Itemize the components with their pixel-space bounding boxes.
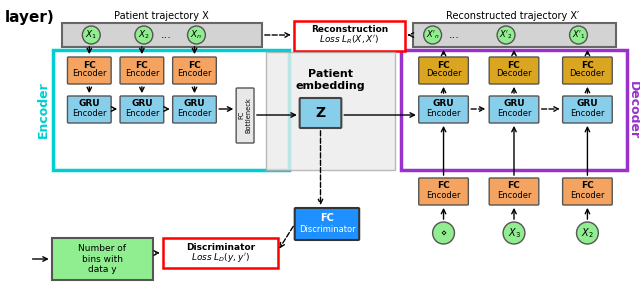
Text: Encoder: Encoder	[177, 70, 212, 79]
Text: $X'_1$: $X'_1$	[572, 29, 586, 41]
FancyBboxPatch shape	[173, 96, 216, 123]
FancyBboxPatch shape	[563, 57, 612, 84]
FancyBboxPatch shape	[419, 57, 468, 84]
Text: $X_1$: $X_1$	[85, 29, 97, 41]
Circle shape	[188, 26, 205, 44]
FancyBboxPatch shape	[120, 57, 164, 84]
Text: Encoder: Encoder	[177, 108, 212, 117]
Text: GRU: GRU	[577, 99, 598, 108]
Text: Loss $L_D(y, y')$: Loss $L_D(y, y')$	[191, 251, 250, 264]
Text: Encoder: Encoder	[497, 191, 531, 200]
Bar	[294, 21, 405, 51]
Text: FC: FC	[508, 182, 520, 191]
FancyBboxPatch shape	[67, 96, 111, 123]
Text: GRU: GRU	[79, 99, 100, 108]
Text: Z: Z	[316, 106, 326, 120]
FancyBboxPatch shape	[67, 57, 111, 84]
Text: Loss $L_R(X, X')$: Loss $L_R(X, X')$	[319, 34, 380, 46]
Text: Patient
embedding: Patient embedding	[296, 69, 365, 91]
Text: Encoder: Encoder	[125, 70, 159, 79]
Text: FC: FC	[508, 61, 520, 70]
Text: $X'_2$: $X'_2$	[499, 29, 513, 41]
Text: Encoder: Encoder	[72, 108, 106, 117]
Text: FC: FC	[136, 61, 148, 70]
FancyBboxPatch shape	[563, 178, 612, 205]
Bar	[52, 238, 153, 280]
Bar	[52, 50, 289, 170]
Text: Patient trajectory X: Patient trajectory X	[115, 11, 209, 21]
Text: $X_3$: $X_3$	[508, 226, 520, 240]
FancyBboxPatch shape	[120, 96, 164, 123]
Circle shape	[503, 222, 525, 244]
FancyBboxPatch shape	[419, 96, 468, 123]
Bar	[401, 50, 627, 170]
Text: FC: FC	[321, 213, 334, 223]
Text: Discriminator: Discriminator	[186, 242, 255, 251]
Text: Encoder: Encoder	[570, 191, 605, 200]
Text: Encoder: Encoder	[497, 108, 531, 117]
Text: Decoder: Decoder	[627, 81, 639, 139]
FancyBboxPatch shape	[236, 88, 254, 143]
Bar	[413, 23, 616, 47]
Text: FC: FC	[581, 182, 594, 191]
FancyBboxPatch shape	[419, 178, 468, 205]
Circle shape	[83, 26, 100, 44]
FancyBboxPatch shape	[173, 57, 216, 84]
FancyBboxPatch shape	[489, 57, 539, 84]
Text: Discriminator: Discriminator	[299, 224, 356, 233]
Text: $X_2$: $X_2$	[138, 29, 150, 41]
FancyBboxPatch shape	[563, 96, 612, 123]
FancyBboxPatch shape	[294, 208, 359, 240]
Text: GRU: GRU	[433, 99, 454, 108]
Text: FC: FC	[437, 61, 450, 70]
Circle shape	[497, 26, 515, 44]
FancyBboxPatch shape	[300, 98, 341, 128]
Circle shape	[424, 26, 442, 44]
Bar	[266, 52, 395, 170]
Text: ...: ...	[449, 30, 460, 40]
Text: $X'_n$: $X'_n$	[426, 29, 440, 41]
Text: Encoder: Encoder	[125, 108, 159, 117]
Text: $X_n$: $X_n$	[190, 29, 202, 41]
Circle shape	[433, 222, 454, 244]
Circle shape	[135, 26, 153, 44]
Text: Encoder: Encoder	[72, 70, 106, 79]
Text: GRU: GRU	[503, 99, 525, 108]
Circle shape	[577, 222, 598, 244]
FancyBboxPatch shape	[489, 178, 539, 205]
Text: $\diamond$: $\diamond$	[440, 228, 447, 238]
Text: GRU: GRU	[131, 99, 153, 108]
Text: Decoder: Decoder	[570, 70, 605, 79]
Text: Decoder: Decoder	[496, 70, 532, 79]
Text: Number of
bins with
data y: Number of bins with data y	[78, 244, 126, 274]
Text: layer): layer)	[5, 10, 54, 25]
Circle shape	[570, 26, 588, 44]
Text: Encoder: Encoder	[426, 108, 461, 117]
Text: Encoder: Encoder	[37, 81, 50, 138]
FancyBboxPatch shape	[489, 96, 539, 123]
Text: FC: FC	[437, 182, 450, 191]
Text: Reconstruction: Reconstruction	[310, 26, 388, 35]
Text: FC
Bottleneck: FC Bottleneck	[239, 97, 252, 133]
Text: GRU: GRU	[184, 99, 205, 108]
Text: Encoder: Encoder	[570, 108, 605, 117]
Bar	[61, 23, 262, 47]
Text: $X_2$: $X_2$	[581, 226, 594, 240]
Text: ...: ...	[160, 30, 171, 40]
Bar	[163, 238, 278, 268]
Text: FC: FC	[188, 61, 201, 70]
Text: Decoder: Decoder	[426, 70, 461, 79]
Text: Encoder: Encoder	[426, 191, 461, 200]
Text: Reconstructed trajectory X′: Reconstructed trajectory X′	[446, 11, 580, 21]
Text: FC: FC	[581, 61, 594, 70]
Text: FC: FC	[83, 61, 95, 70]
